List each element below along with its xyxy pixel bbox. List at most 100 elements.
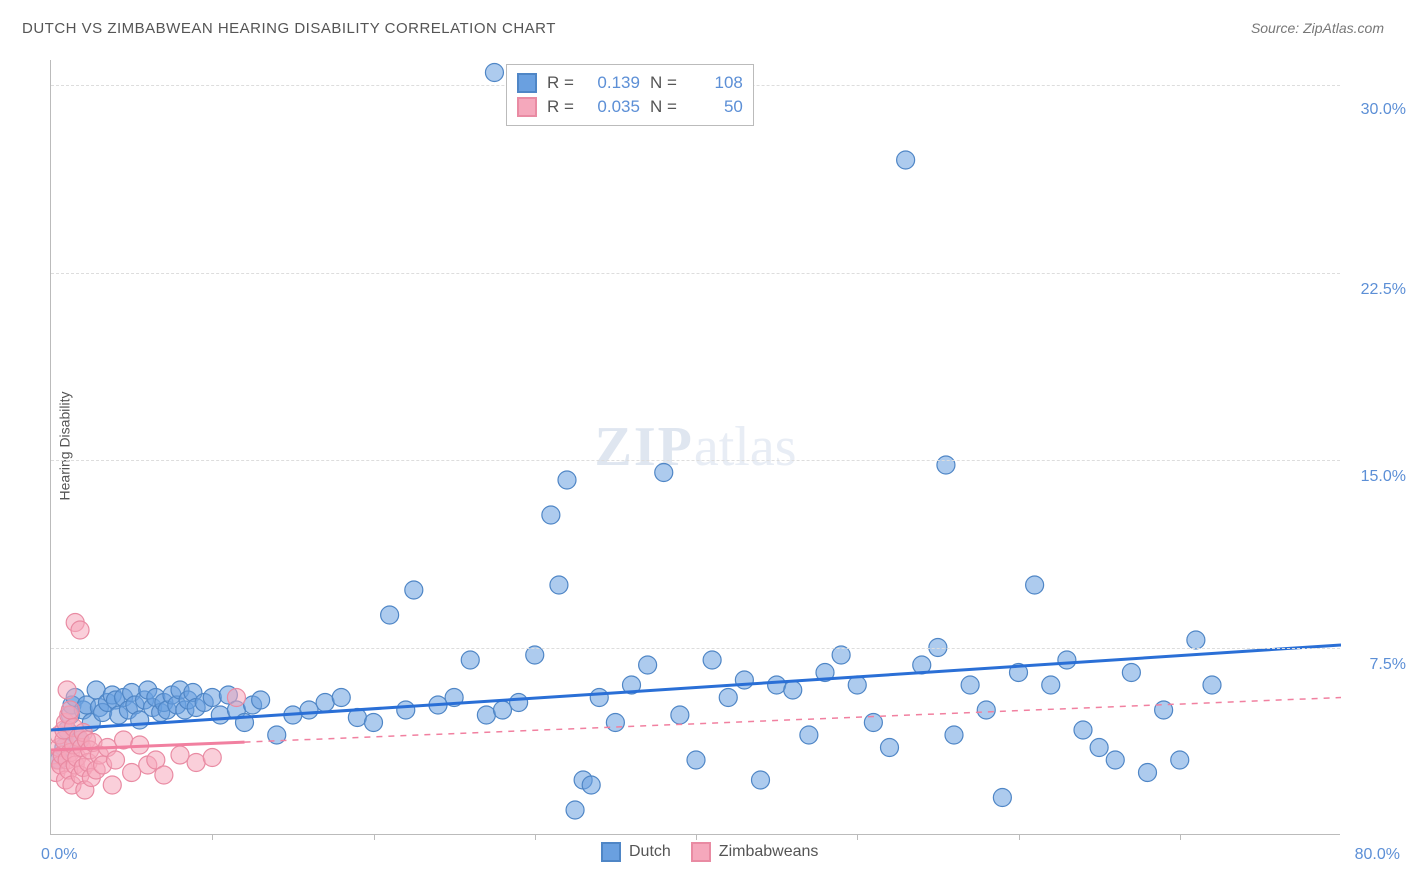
scatter-point bbox=[993, 789, 1011, 807]
scatter-point bbox=[1074, 721, 1092, 739]
scatter-point bbox=[1106, 751, 1124, 769]
scatter-point bbox=[510, 694, 528, 712]
scatter-point bbox=[155, 766, 173, 784]
scatter-point bbox=[1187, 631, 1205, 649]
scatter-point bbox=[71, 621, 89, 639]
scatter-point bbox=[252, 691, 270, 709]
scatter-point bbox=[107, 751, 125, 769]
scatter-point bbox=[187, 754, 205, 772]
scatter-point bbox=[58, 681, 76, 699]
legend-swatch bbox=[601, 842, 621, 862]
scatter-point bbox=[1090, 739, 1108, 757]
plot-area: ZIPatlas 7.5%15.0%22.5%30.0%0.0%80.0%R =… bbox=[50, 60, 1340, 835]
scatter-point bbox=[800, 726, 818, 744]
scatter-point bbox=[881, 739, 899, 757]
scatter-point bbox=[316, 694, 334, 712]
x-start-label: 0.0% bbox=[41, 846, 77, 864]
stats-legend-row: R = 0.139 N = 108 bbox=[517, 71, 743, 95]
scatter-point bbox=[550, 576, 568, 594]
scatter-point bbox=[381, 606, 399, 624]
scatter-point bbox=[1026, 576, 1044, 594]
scatter-point bbox=[655, 464, 673, 482]
r-value: 0.139 bbox=[584, 73, 640, 93]
scatter-point bbox=[203, 689, 221, 707]
scatter-point bbox=[1042, 676, 1060, 694]
scatter-chart-svg bbox=[51, 60, 1341, 835]
r-value: 0.035 bbox=[584, 97, 640, 117]
legend-swatch bbox=[517, 97, 537, 117]
grid-line bbox=[51, 460, 1340, 461]
scatter-point bbox=[897, 151, 915, 169]
trend-line bbox=[51, 645, 1341, 730]
x-tick bbox=[535, 834, 536, 840]
scatter-point bbox=[735, 671, 753, 689]
scatter-point bbox=[768, 676, 786, 694]
n-label: N = bbox=[650, 73, 677, 93]
x-tick bbox=[1019, 834, 1020, 840]
source-attribution: Source: ZipAtlas.com bbox=[1251, 20, 1384, 36]
scatter-point bbox=[494, 701, 512, 719]
scatter-point bbox=[784, 681, 802, 699]
scatter-point bbox=[211, 706, 229, 724]
scatter-point bbox=[590, 689, 608, 707]
x-tick bbox=[857, 834, 858, 840]
x-end-label: 80.0% bbox=[1355, 846, 1400, 864]
n-value: 50 bbox=[687, 97, 743, 117]
scatter-point bbox=[671, 706, 689, 724]
scatter-point bbox=[300, 701, 318, 719]
scatter-point bbox=[227, 689, 245, 707]
scatter-point bbox=[103, 776, 121, 794]
series-legend-item: Dutch bbox=[601, 842, 671, 862]
scatter-point bbox=[639, 656, 657, 674]
r-label: R = bbox=[547, 97, 574, 117]
scatter-point bbox=[397, 701, 415, 719]
scatter-point bbox=[1139, 764, 1157, 782]
legend-swatch bbox=[691, 842, 711, 862]
stats-legend: R = 0.139 N = 108 R = 0.035 N = 50 bbox=[506, 64, 754, 126]
legend-swatch bbox=[517, 73, 537, 93]
n-value: 108 bbox=[687, 73, 743, 93]
scatter-point bbox=[1122, 664, 1140, 682]
scatter-point bbox=[687, 751, 705, 769]
scatter-point bbox=[719, 689, 737, 707]
scatter-point bbox=[461, 651, 479, 669]
scatter-point bbox=[752, 771, 770, 789]
y-tick-label: 15.0% bbox=[1361, 468, 1406, 486]
scatter-point bbox=[961, 676, 979, 694]
chart-title: DUTCH VS ZIMBABWEAN HEARING DISABILITY C… bbox=[22, 20, 556, 37]
scatter-point bbox=[485, 64, 503, 82]
scatter-point bbox=[1171, 751, 1189, 769]
series-legend-item: Zimbabweans bbox=[691, 842, 819, 862]
scatter-point bbox=[526, 646, 544, 664]
scatter-point bbox=[832, 646, 850, 664]
scatter-point bbox=[606, 714, 624, 732]
scatter-point bbox=[61, 701, 79, 719]
scatter-point bbox=[945, 726, 963, 744]
y-tick-label: 30.0% bbox=[1361, 101, 1406, 119]
scatter-point bbox=[405, 581, 423, 599]
x-tick bbox=[696, 834, 697, 840]
scatter-point bbox=[1203, 676, 1221, 694]
scatter-point bbox=[542, 506, 560, 524]
scatter-point bbox=[171, 746, 189, 764]
x-tick bbox=[212, 834, 213, 840]
scatter-point bbox=[1155, 701, 1173, 719]
scatter-point bbox=[1058, 651, 1076, 669]
y-tick-label: 22.5% bbox=[1361, 281, 1406, 299]
series-name: Dutch bbox=[629, 843, 671, 861]
scatter-point bbox=[977, 701, 995, 719]
grid-line bbox=[51, 273, 1340, 274]
scatter-point bbox=[937, 456, 955, 474]
stats-legend-row: R = 0.035 N = 50 bbox=[517, 95, 743, 119]
scatter-point bbox=[477, 706, 495, 724]
x-tick bbox=[1180, 834, 1181, 840]
series-legend: Dutch Zimbabweans bbox=[601, 842, 818, 862]
r-label: R = bbox=[547, 73, 574, 93]
scatter-point bbox=[566, 801, 584, 819]
grid-line bbox=[51, 648, 1340, 649]
scatter-point bbox=[365, 714, 383, 732]
x-tick bbox=[374, 834, 375, 840]
scatter-point bbox=[123, 764, 141, 782]
n-label: N = bbox=[650, 97, 677, 117]
scatter-point bbox=[558, 471, 576, 489]
